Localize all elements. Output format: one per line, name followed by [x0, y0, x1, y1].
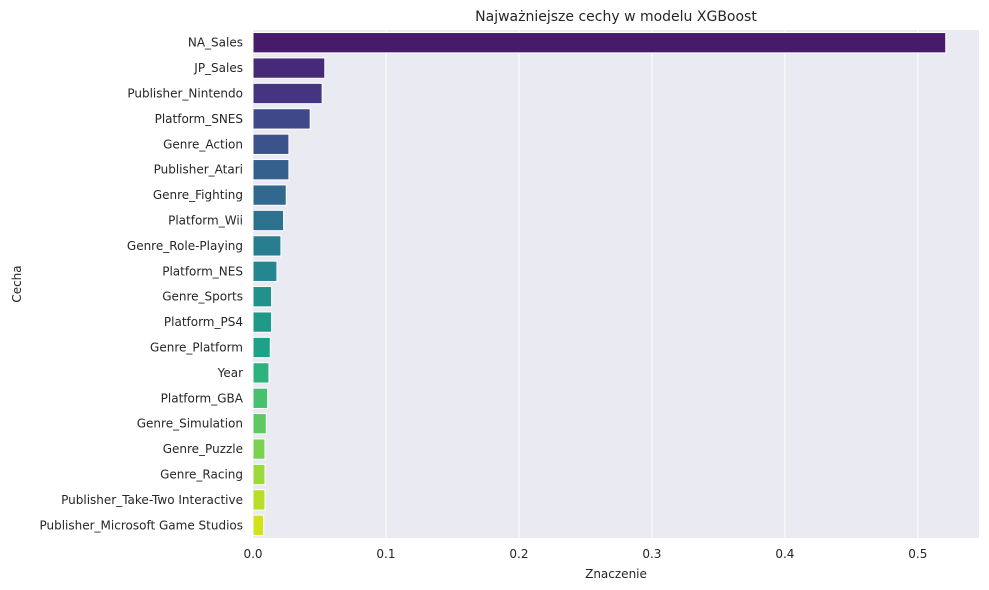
plot-area [253, 30, 979, 538]
bar [252, 133, 290, 155]
bar [252, 286, 273, 308]
y-tick-label: Genre_Puzzle [163, 442, 243, 456]
y-tick-label: Genre_Fighting [153, 188, 243, 202]
x-tick-label: 0.5 [908, 547, 927, 561]
bar [252, 235, 282, 257]
y-tick-label: Platform_SNES [155, 112, 243, 126]
bar [252, 387, 269, 409]
bar [252, 514, 265, 536]
bars [252, 32, 947, 536]
bar [252, 184, 287, 206]
grid-lines [385, 30, 919, 538]
x-tick-label: 0.2 [509, 547, 528, 561]
y-tick-labels: NA_Sales JP_Sales Publisher_Nintendo Platfo… [39, 36, 243, 533]
bar [252, 413, 267, 435]
y-tick-label: Genre_Sports [162, 290, 243, 304]
x-tick-label: 0.1 [376, 547, 395, 561]
bar [252, 489, 266, 511]
x-tick-label: 0.3 [642, 547, 661, 561]
x-axis-label: Znaczenie [585, 567, 647, 581]
y-tick-label: Platform_NES [162, 264, 243, 278]
y-tick-label: Platform_PS4 [164, 315, 243, 329]
y-tick-label: Platform_GBA [161, 391, 244, 405]
y-tick-label: Publisher_Take-Two Interactive [61, 493, 243, 507]
bar [252, 438, 266, 460]
bar [252, 209, 285, 232]
y-tick-label: Publisher_Microsoft Game Studios [39, 518, 243, 532]
y-tick-label: Year [217, 366, 243, 380]
bar [252, 463, 266, 486]
y-tick-label: Platform_Wii [168, 214, 243, 228]
x-tick-label: 0.4 [775, 547, 794, 561]
chart-title: Najważniejsze cechy w modelu XGBoost [475, 9, 757, 25]
y-axis-label: Cecha [10, 265, 24, 302]
x-tick-labels: 0.0 0.1 0.2 0.3 0.4 0.5 [243, 547, 927, 561]
y-tick-label: Genre_Action [163, 137, 243, 151]
bar [252, 108, 311, 130]
bar [252, 260, 278, 282]
y-tick-label: NA_Sales [188, 36, 243, 50]
y-tick-label: Genre_Racing [160, 468, 243, 482]
y-tick-label: Genre_Simulation [137, 417, 243, 431]
bar [252, 32, 947, 54]
bar [252, 82, 323, 105]
bar [252, 159, 290, 181]
y-tick-label: Genre_Role-Playing [127, 239, 243, 253]
bar [252, 311, 273, 333]
x-tick-label: 0.0 [243, 547, 262, 561]
bar [252, 336, 271, 359]
bar [252, 362, 270, 384]
y-tick-label: Genre_Platform [150, 341, 243, 355]
y-tick-label: JP_Sales [193, 61, 243, 75]
y-tick-label: Publisher_Atari [154, 163, 243, 177]
y-tick-label: Publisher_Nintendo [127, 87, 243, 101]
bar [252, 57, 326, 79]
